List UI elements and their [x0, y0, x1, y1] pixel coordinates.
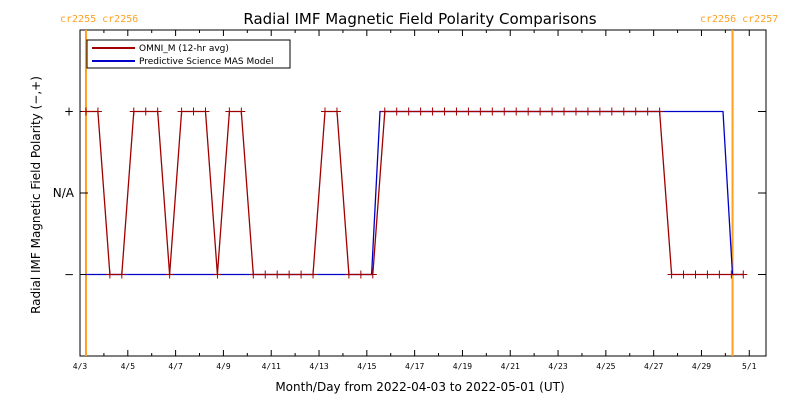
omni-data-point: [261, 270, 270, 279]
x-axis-label: Month/Day from 2022-04-03 to 2022-05-01 …: [275, 380, 564, 394]
omni-data-point: [715, 270, 724, 279]
omni-data-point: [619, 107, 628, 116]
omni-data-point: [153, 107, 162, 116]
omni-data-point: [273, 270, 282, 279]
omni-data-point: [297, 270, 306, 279]
omni-data-point: [703, 270, 712, 279]
chart-title: Radial IMF Magnetic Field Polarity Compa…: [243, 10, 596, 28]
x-tick-label: 4/27: [644, 362, 663, 371]
omni-data-point: [309, 270, 318, 279]
omni-data-point: [583, 107, 592, 116]
omni-data-point: [201, 107, 210, 116]
omni-data-point: [321, 107, 329, 116]
omni-data-point: [667, 270, 676, 279]
x-tick-label: 4/5: [121, 362, 136, 371]
omni-data-point: [476, 107, 485, 116]
omni-series-line: [86, 110, 744, 276]
x-tick-label: 4/11: [262, 362, 281, 371]
omni-data-point: [452, 107, 461, 116]
omni-data-point: [189, 107, 198, 116]
omni-data-point: [536, 107, 545, 116]
x-tick-label: 4/3: [73, 362, 88, 371]
legend-label-omni: OMNI_M (12-hr avg): [139, 44, 229, 54]
omni-data-point: [105, 270, 114, 279]
x-tick-label: 4/21: [501, 362, 520, 371]
omni-data-point: [344, 270, 353, 279]
x-tick-label: 4/19: [453, 362, 472, 371]
omni-data-point: [404, 107, 413, 116]
omni-data-point: [392, 107, 401, 116]
x-axis-ticks: 4/3 4/5 4/7 4/9 4/11 4/13 4/15 4/17 4/19 4/21 4/23…: [73, 30, 757, 371]
omni-data-point: [129, 107, 138, 116]
omni-data-point: [524, 107, 533, 116]
x-tick-label: 4/17: [405, 362, 424, 371]
x-tick-label: 4/13: [309, 362, 328, 371]
omni-data-point: [225, 107, 234, 116]
omni-data-point: [571, 107, 580, 116]
omni-data-point: [93, 107, 102, 116]
omni-data-point: [548, 107, 557, 116]
omni-data-point: [416, 107, 425, 116]
legend-box: [86, 39, 291, 69]
y-axis-label: Radial IMF Magnetic Field Polarity (−,+): [29, 76, 43, 314]
rotation-label-right: cr2256 cr2257: [700, 14, 778, 25]
omni-data-point: [440, 107, 449, 116]
omni-data-point: [368, 270, 377, 279]
y-tick-label: +: [64, 105, 74, 119]
omni-data-point: [332, 107, 341, 116]
omni-data-point: [607, 107, 616, 116]
omni-data-point: [249, 270, 258, 279]
x-tick-label: 4/9: [216, 362, 231, 371]
plot-frame: [79, 29, 767, 357]
omni-data-point: [560, 107, 569, 116]
omni-data-point: [356, 270, 365, 279]
omni-data-point: [655, 107, 664, 116]
legend-label-mas: Predictive Science MAS Model: [139, 57, 274, 67]
omni-data-point: [512, 107, 521, 116]
omni-data-point: [237, 107, 246, 116]
omni-data-point: [691, 270, 700, 279]
omni-data-point: [500, 107, 509, 116]
y-tick-label: N/A: [53, 186, 75, 200]
x-tick-label: 5/1: [742, 362, 757, 371]
omni-data-point: [81, 107, 90, 116]
omni-data-point: [595, 107, 604, 116]
omni-data-point: [165, 270, 174, 279]
omni-data-point: [631, 107, 640, 116]
omni-data-point: [213, 270, 222, 279]
omni-data-point: [141, 107, 150, 116]
omni-data-point: [117, 270, 126, 279]
omni-data-point: [679, 270, 688, 279]
omni-data-point: [428, 107, 437, 116]
omni-data-point: [464, 107, 473, 116]
x-tick-label: 4/25: [596, 362, 615, 371]
x-tick-label: 4/15: [357, 362, 376, 371]
y-tick-label: −: [64, 268, 74, 282]
legend: OMNI_M (12-hr avg) Predictive Science MA…: [86, 39, 291, 69]
mas-series-line: [86, 110, 744, 276]
x-tick-label: 4/23: [548, 362, 567, 371]
omni-data-point: [380, 107, 389, 116]
y-axis-ticks: + N/A −: [53, 105, 766, 282]
omni-data-point: [739, 270, 748, 279]
omni-data-point: [177, 107, 186, 116]
x-tick-label: 4/29: [692, 362, 711, 371]
rotation-lines: [84, 30, 734, 356]
omni-data-point: [643, 107, 652, 116]
omni-data-point: [285, 270, 294, 279]
omni-data-point: [488, 107, 497, 116]
rotation-label-left: cr2255 cr2256: [60, 14, 138, 25]
series-layer: [81, 107, 748, 279]
omni-data-point: [727, 270, 736, 279]
x-tick-label: 4/7: [168, 362, 183, 371]
